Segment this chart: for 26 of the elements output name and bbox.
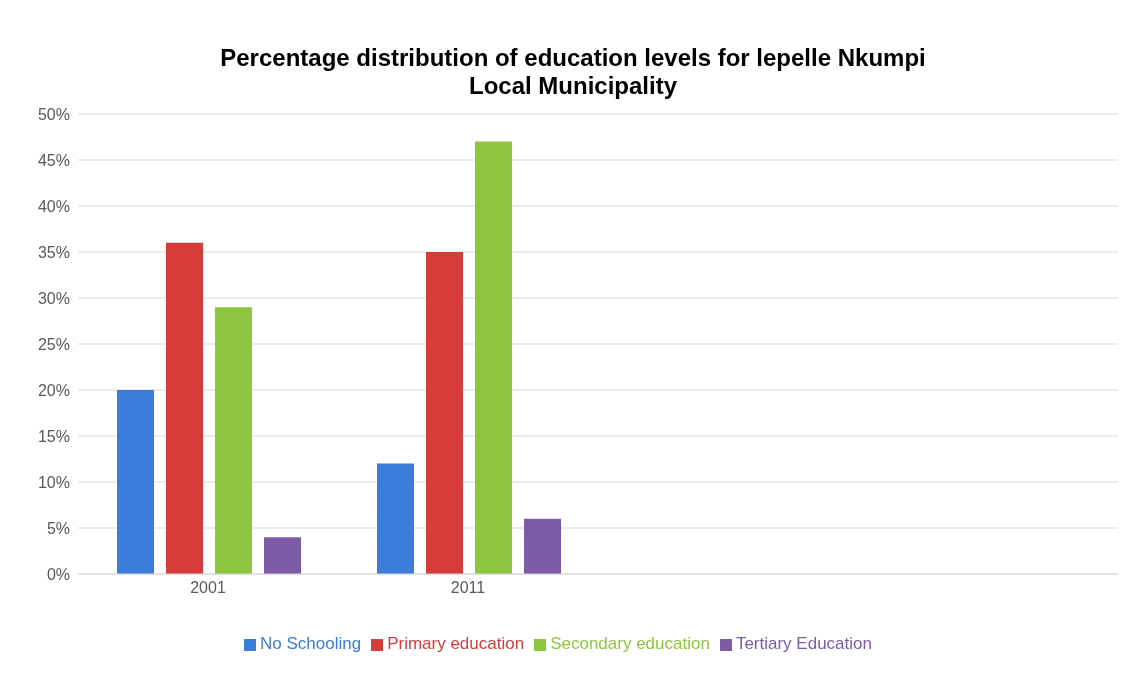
x-tick-label: 2001 [190, 579, 226, 597]
legend-label: Tertiary Education [735, 634, 872, 653]
y-tick-label: 40% [37, 197, 70, 215]
y-tick-label: 45% [37, 151, 70, 169]
bar [475, 141, 512, 574]
y-tick-label: 50% [37, 105, 70, 123]
bar [264, 537, 301, 574]
y-tick-label: 0% [46, 565, 70, 583]
bar [426, 252, 463, 574]
chart-title: Percentage distribution of education levels for lepelle Nkumpi Local Municipality [219, 43, 927, 101]
bar [215, 307, 252, 574]
legend-label: Primary education [387, 634, 525, 653]
bar [377, 463, 414, 574]
y-tick-label: 20% [37, 381, 70, 399]
y-tick-label: 25% [37, 335, 70, 353]
bar [524, 518, 561, 574]
legend-label: Secondary education [550, 634, 710, 653]
y-tick-label: 5% [46, 519, 70, 537]
y-tick-label: 35% [37, 243, 70, 261]
x-tick-label: 2011 [450, 579, 486, 597]
legend-label: No Schooling [260, 634, 362, 653]
bar [117, 390, 154, 574]
y-tick-label: 10% [37, 473, 70, 491]
y-tick-label: 30% [37, 289, 70, 307]
bar [166, 242, 203, 574]
y-tick-label: 15% [37, 427, 70, 445]
